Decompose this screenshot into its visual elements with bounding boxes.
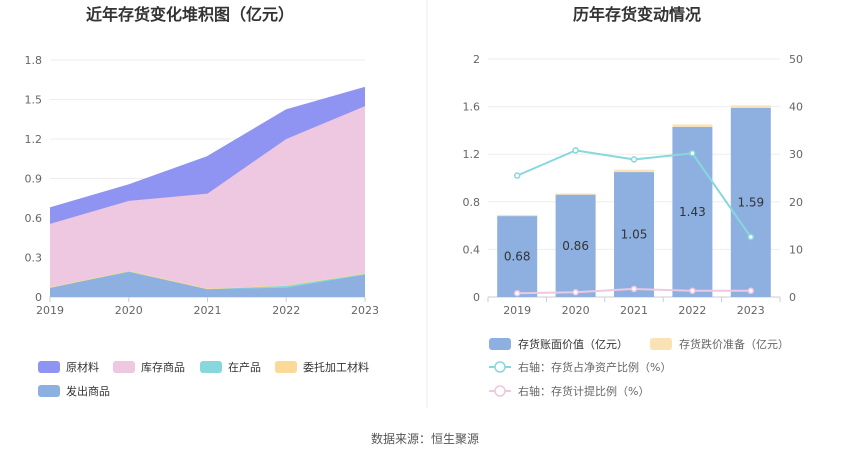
right-lines — [513, 147, 755, 297]
left-x-axis: 2019 2020 2021 2022 2023 — [36, 297, 379, 317]
area-series-3 — [50, 106, 365, 289]
line-point-2 — [689, 149, 696, 157]
right-x-tick-label: 2022 — [678, 304, 706, 317]
right-y-tick-label: 0.4 — [463, 243, 481, 256]
source-note: 数据来源：恒生聚源 — [371, 431, 479, 446]
line-point-3 — [513, 289, 521, 297]
left-chart-title: 近年存货变化堆积图（亿元） — [86, 5, 294, 24]
bar-data-label: 1.05 — [621, 228, 648, 242]
right-y2-tick-label: 20 — [789, 196, 803, 209]
line-point-3 — [747, 287, 755, 295]
right-legend-swatch — [489, 338, 511, 350]
left-legend-swatch — [200, 361, 222, 373]
left-y-tick-label: 0.9 — [25, 173, 43, 186]
right-legend-swatch — [650, 338, 672, 350]
left-legend-swatch — [113, 361, 135, 373]
line-point-3 — [689, 287, 696, 295]
left-legend-swatch — [38, 361, 60, 373]
left-legend-label: 库存商品 — [141, 360, 185, 374]
line-point-2 — [513, 172, 521, 179]
right-legend-label: 存货账面价值（亿元） — [518, 337, 628, 351]
bar-line-chart: 历年存货变动情况 0.68 0.86 1.05 1.43 1.59 0 0.4 0.8 1.2… — [463, 5, 804, 398]
right-bars — [497, 105, 771, 297]
bar-data-label: 1.43 — [679, 205, 706, 219]
left-y-tick-label: 0 — [35, 291, 42, 304]
line-point-3 — [572, 288, 579, 296]
left-legend-label: 在产品 — [228, 360, 261, 374]
right-y-tick-label: 2 — [473, 53, 480, 66]
left-legend-label: 原材料 — [66, 360, 99, 374]
left-legend-swatch — [38, 385, 60, 397]
right-legend-marker — [494, 361, 506, 373]
inventory-bar — [730, 107, 771, 297]
left-x-tick-label: 2023 — [351, 304, 379, 317]
right-legend-marker — [494, 385, 506, 397]
right-x-tick-label: 2023 — [737, 304, 765, 317]
right-y2-tick-label: 50 — [789, 53, 803, 66]
left-x-tick-label: 2022 — [272, 304, 300, 317]
right-legend-label: 右轴：存货计提比例（%） — [518, 384, 649, 398]
right-x-tick-label: 2019 — [503, 304, 531, 317]
inventory-bar — [497, 216, 538, 297]
line-point-3 — [630, 285, 638, 293]
left-areas — [49, 86, 366, 297]
right-y2-tick-label: 30 — [789, 148, 803, 161]
left-y-axis: 0 0.3 0.6 0.9 1.2 1.5 1.8 — [25, 54, 43, 304]
right-x-tick-label: 2020 — [562, 304, 590, 317]
left-x-tick-label: 2019 — [36, 304, 64, 317]
right-y-axis-left: 0 0.4 0.8 1.2 1.6 2 — [463, 53, 481, 304]
right-y2-tick-label: 10 — [789, 243, 803, 256]
right-y2-tick-label: 40 — [789, 101, 803, 114]
stacked-area-chart: 近年存货变化堆积图（亿元） 00.30.60.91.21.51.8 2019 20… — [25, 5, 380, 398]
bar-data-label: 0.86 — [562, 239, 589, 253]
left-y-tick-label: 0.3 — [25, 252, 43, 265]
provision-bar — [672, 124, 713, 127]
right-y-tick-label: 0.8 — [463, 196, 481, 209]
left-legend-swatch — [275, 361, 297, 373]
right-y-tick-label: 1.6 — [463, 101, 481, 114]
area-series-edge-4 — [49, 86, 366, 209]
bar-data-label: 1.59 — [737, 195, 764, 209]
provision-bar — [614, 169, 654, 173]
line-point-2 — [630, 156, 638, 163]
line-point-2 — [572, 147, 579, 154]
right-y2-tick-label: 0 — [789, 291, 796, 304]
left-y-tick-label: 1.8 — [25, 54, 43, 67]
left-y-tick-label: 0.6 — [25, 212, 43, 225]
right-data-labels: 0.68 0.86 1.05 1.43 1.59 — [504, 195, 764, 263]
right-y-tick-label: 0 — [473, 291, 480, 304]
left-x-tick-label: 2021 — [194, 304, 222, 317]
left-legend-label: 发出商品 — [66, 384, 110, 398]
right-legend: 存货账面价值（亿元） 存货跌价准备（亿元） 右轴：存货占净资产比例（%） 右轴：存货计… — [489, 337, 789, 398]
provision-bar — [497, 214, 538, 217]
left-legend-label: 委托加工材料 — [303, 360, 369, 374]
area-series-4 — [50, 87, 365, 224]
right-y-axis-right: 0 10 20 30 40 50 — [789, 53, 803, 304]
left-y-tick-label: 1.2 — [25, 133, 43, 146]
right-legend-label: 存货跌价准备（亿元） — [679, 337, 789, 351]
area-series-0 — [50, 271, 365, 297]
left-x-tick-label: 2020 — [115, 304, 143, 317]
provision-bar — [555, 193, 596, 195]
provision-bar — [730, 105, 771, 108]
area-series-edge-2 — [49, 269, 366, 290]
line-point-2 — [747, 233, 755, 241]
right-x-axis: 2019 2020 2021 2022 2023 — [487, 297, 781, 317]
left-y-tick-label: 1.5 — [25, 94, 43, 107]
right-x-tick-label: 2021 — [620, 304, 648, 317]
bar-data-label: 0.68 — [504, 250, 531, 264]
right-chart-title: 历年存货变动情况 — [573, 5, 701, 24]
right-y-tick-label: 1.2 — [463, 148, 481, 161]
inventory-bar — [555, 194, 596, 297]
right-legend-label: 右轴：存货占净资产比例（%） — [518, 360, 671, 374]
inventory-bar — [614, 172, 654, 297]
